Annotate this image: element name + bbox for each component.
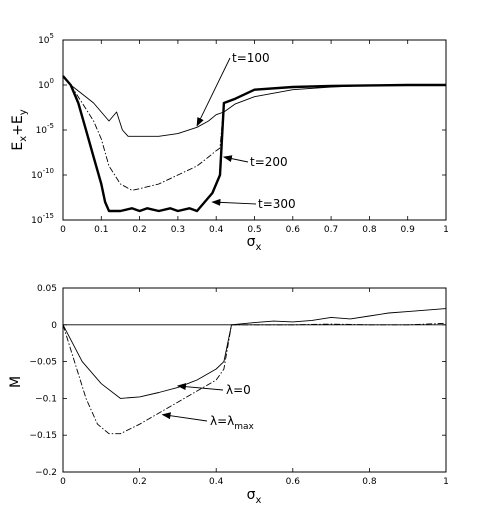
- top-x-tick-label: 0.6: [286, 225, 301, 235]
- top-annotations: t=100 t=200 t=300: [196, 51, 296, 211]
- bottom-annotation-arrow: [176, 383, 224, 391]
- top-x-tick-label: 0.8: [362, 225, 377, 235]
- top-x-tick-label: 0.2: [132, 225, 146, 235]
- bottom-x-axis-label: σx: [247, 487, 262, 506]
- bottom-y-axis-label: M: [8, 376, 24, 388]
- bottom-series-group: [62, 308, 447, 435]
- top-y-tick-label: 100: [38, 77, 54, 91]
- top-series-t-300: [62, 75, 446, 213]
- top-y-tick-label: 105: [38, 32, 54, 46]
- bottom-x-tick-label: 0.4: [209, 477, 224, 487]
- top-y-axis-label-e1: E: [10, 142, 26, 151]
- bottom-series-lambda-max: [62, 322, 447, 435]
- bottom-panel: 0 0.2 0.4 0.6 0.8 1 0.05 0 −0.05 −0.1 −0.15 −0.2 λ…: [8, 284, 449, 506]
- top-annotation-arrow: [196, 57, 231, 127]
- top-x-tick-label: 0.4: [209, 225, 224, 235]
- top-x-tick-label: 0.7: [324, 225, 338, 235]
- top-x-axis-label-sub: x: [255, 242, 261, 253]
- bottom-x-tick-label: 0.6: [286, 477, 301, 487]
- top-x-ticks: 0 0.1 0.2 0.3 0.4 0.5 0.6 0.7 0.8 0.9 1: [60, 40, 449, 235]
- top-annotation-label: t=100: [232, 51, 270, 65]
- bottom-x-tick-label: 0.2: [132, 477, 146, 487]
- top-panel: 0 0.1 0.2 0.3 0.4 0.5 0.6 0.7 0.8 0.9 1 105 100 10-5…: [10, 32, 449, 253]
- top-y-axis-label-sub2: y: [18, 109, 29, 115]
- bottom-y-tick-label: −0.2: [35, 468, 57, 478]
- bottom-y-tick-label: 0: [51, 321, 57, 331]
- bottom-y-ticks: 0.05 0 −0.05 −0.1 −0.15 −0.2: [29, 284, 446, 478]
- bottom-y-tick-label: −0.1: [35, 394, 57, 404]
- top-x-tick-label: 0.5: [247, 225, 261, 235]
- top-x-tick-label: 0.1: [94, 225, 108, 235]
- bottom-x-tick-label: 0: [60, 477, 66, 487]
- top-x-tick-label: 0.3: [171, 225, 185, 235]
- top-series-t-100: [62, 75, 446, 137]
- top-annotation-label: t=300: [258, 197, 296, 211]
- bottom-annotation-label: λ=λmax: [210, 414, 255, 432]
- top-x-axis-label-base: σ: [247, 234, 256, 250]
- top-annotation-arrow: [222, 155, 249, 163]
- bottom-y-tick-label: −0.15: [29, 431, 57, 441]
- top-series-group: [62, 75, 446, 213]
- bottom-plot-frame: [62, 287, 447, 473]
- bottom-series-lambda-0: [62, 308, 447, 399]
- bottom-y-tick-label: −0.05: [29, 358, 57, 368]
- bottom-y-tick-label: 0.05: [37, 284, 57, 294]
- bottom-annotation-label: λ=0: [226, 383, 251, 397]
- top-y-tick-label: 10-10: [31, 167, 54, 181]
- top-x-tick-label: 1: [443, 225, 449, 235]
- bottom-annotations: λ=0 λ=λmax: [161, 383, 255, 432]
- bottom-x-axis-label-base: σ: [247, 487, 256, 503]
- bottom-x-tick-label: 0.8: [362, 477, 377, 487]
- bottom-annotation-arrow: [161, 412, 208, 422]
- top-y-tick-label: 10-5: [36, 122, 54, 136]
- top-y-axis-label-sub1: x: [18, 136, 29, 142]
- bottom-x-tick-label: 1: [443, 477, 449, 487]
- top-plot-frame: [62, 39, 447, 221]
- top-y-ticks: 105 100 10-5 10-10 10-15: [31, 32, 446, 226]
- top-x-axis-label: σx: [247, 234, 262, 253]
- top-x-tick-label: 0.9: [401, 225, 416, 235]
- top-series-t-200: [62, 75, 225, 191]
- top-annotation-label: t=200: [250, 155, 288, 169]
- top-annotation-arrow: [211, 198, 257, 206]
- top-y-axis-label: Ex+Ey: [10, 109, 29, 150]
- bottom-x-axis-label-sub: x: [255, 495, 261, 506]
- bottom-x-ticks: 0 0.2 0.4 0.6 0.8 1: [60, 288, 449, 487]
- top-y-tick-label: 10-15: [31, 212, 54, 226]
- top-y-axis-label-e2: +E: [10, 115, 26, 136]
- top-x-tick-label: 0: [60, 225, 66, 235]
